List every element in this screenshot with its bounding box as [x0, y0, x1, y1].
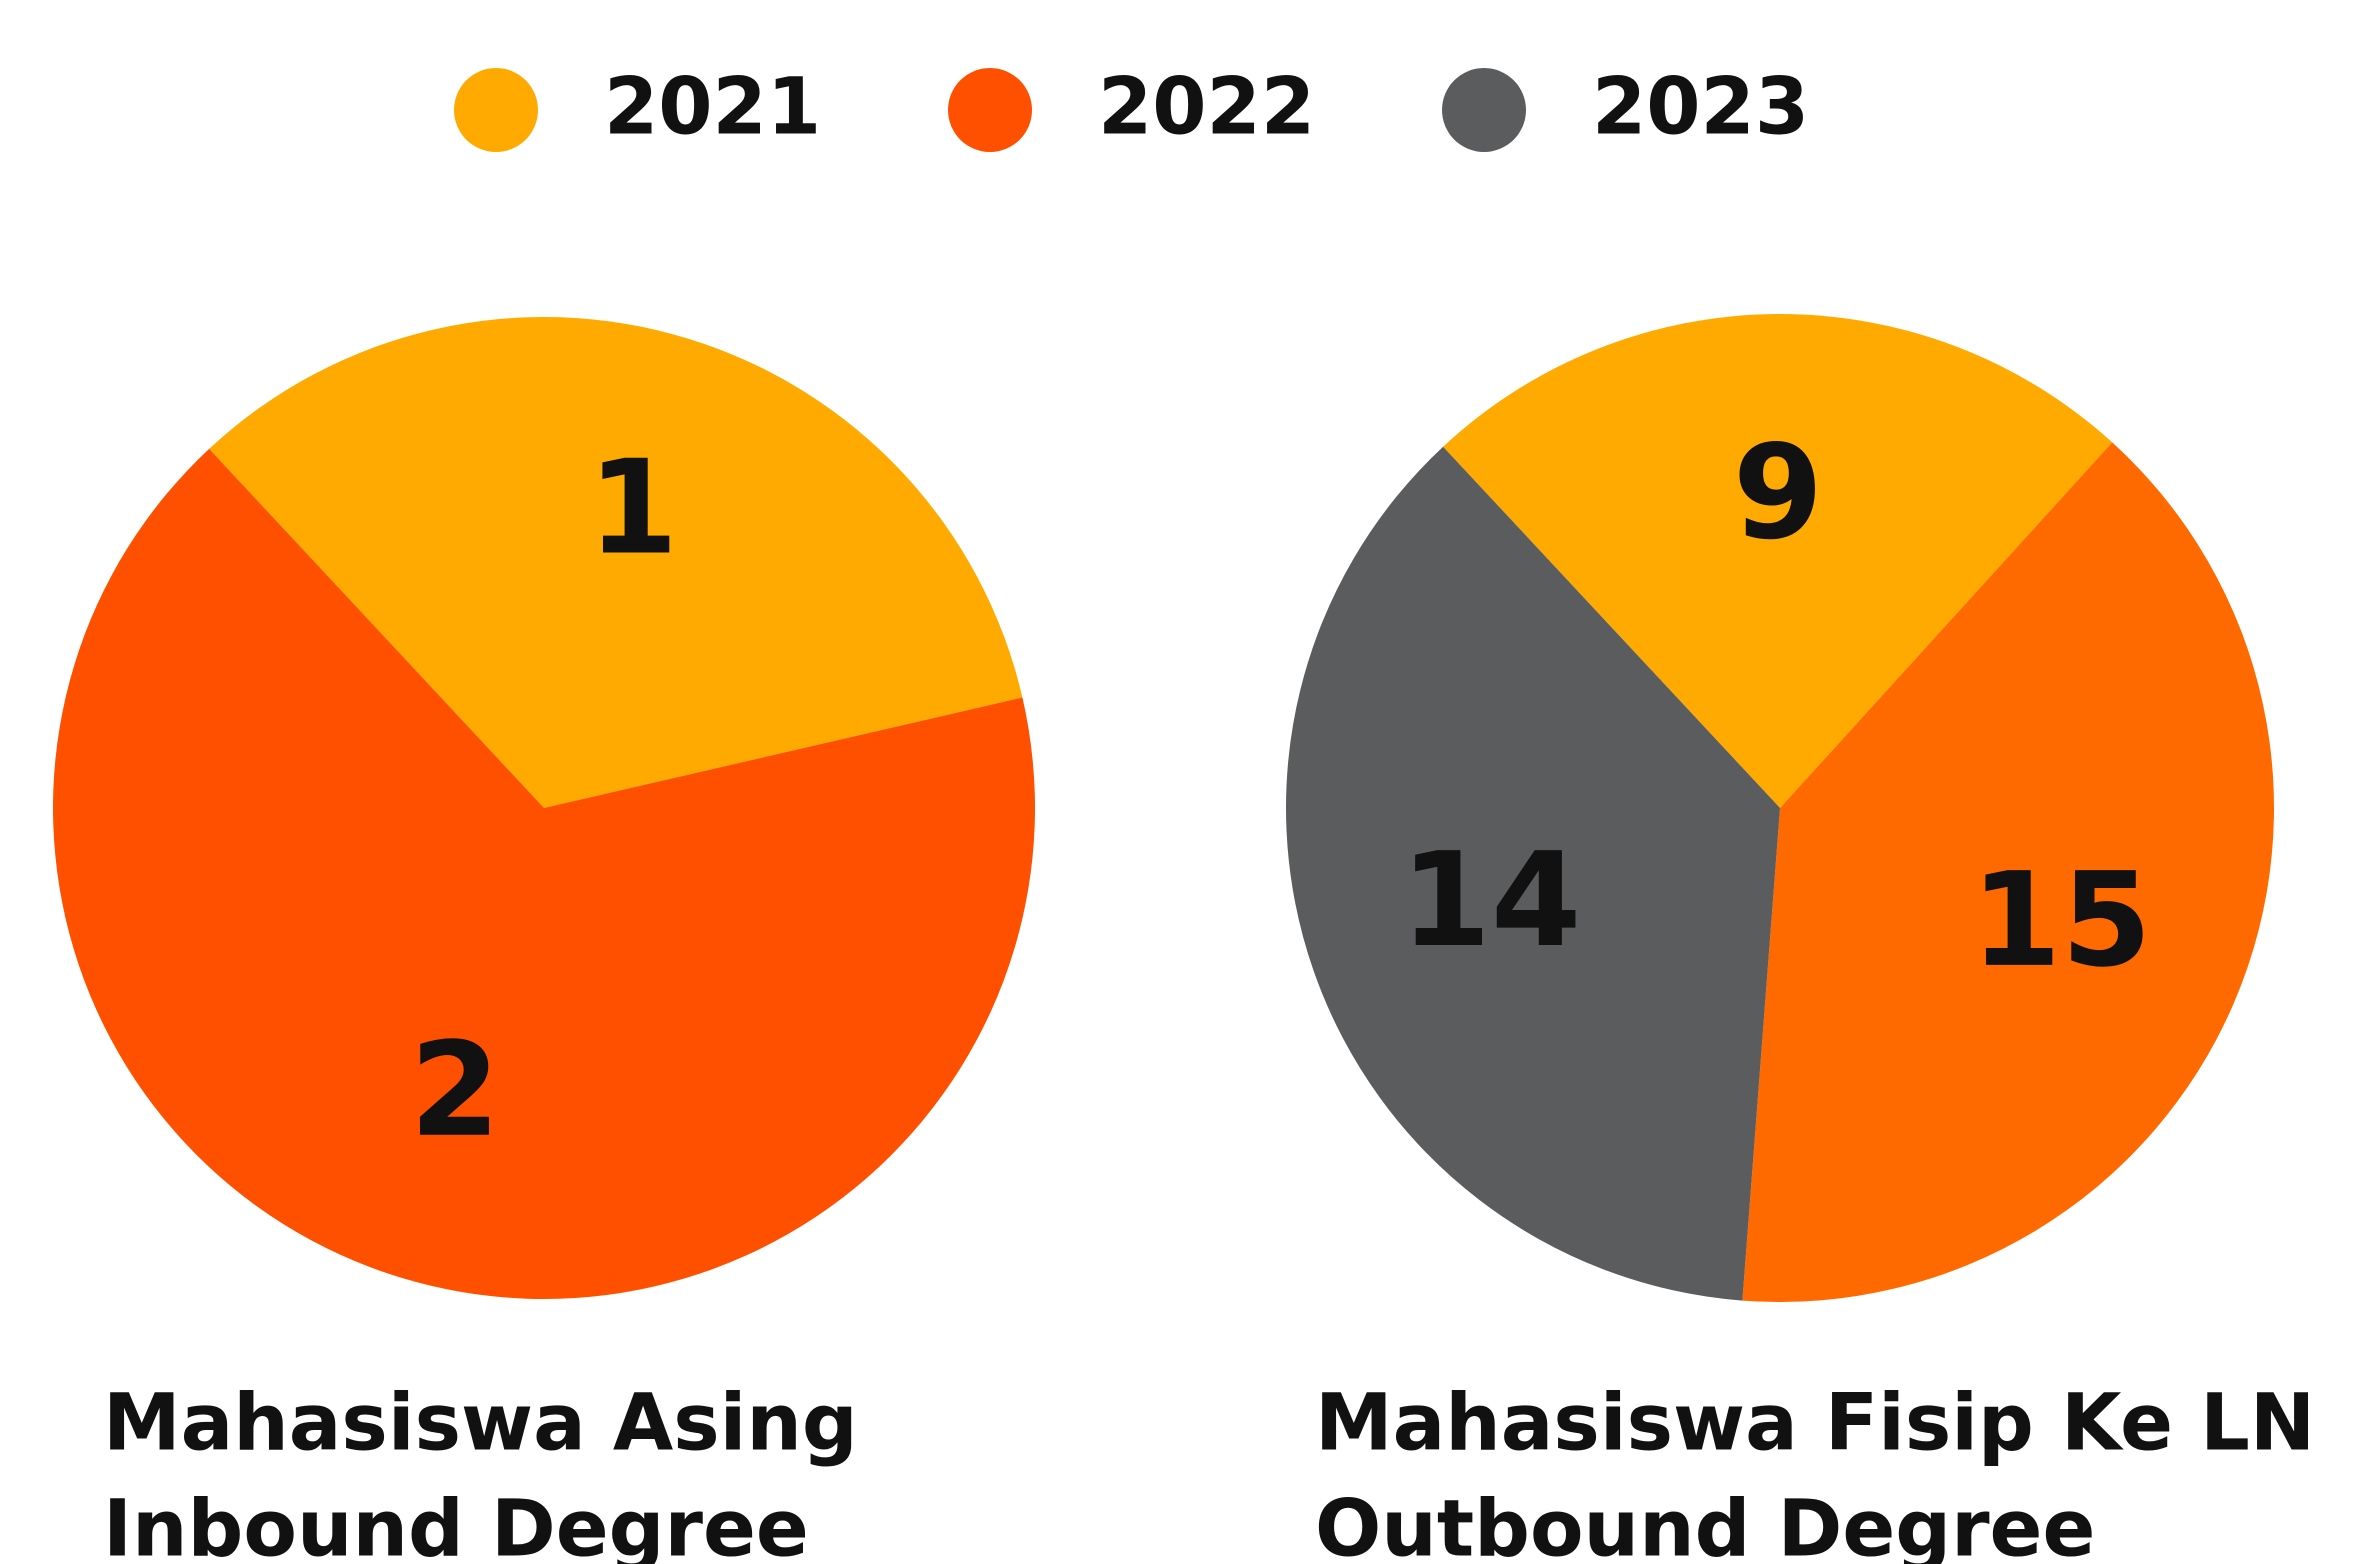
legend-swatch — [1442, 68, 1526, 152]
chart-title: Mahasiswa Asing — [103, 1378, 858, 1468]
legend-label: 2021 — [604, 62, 821, 152]
pie-slice — [1443, 313, 2113, 808]
pie-slice — [1286, 446, 1780, 1301]
legend-swatch — [948, 68, 1032, 152]
data-label: 2 — [410, 1014, 500, 1166]
chart-title: Inbound Degree — [103, 1484, 809, 1564]
pie-slice — [209, 317, 1023, 808]
data-label: 14 — [1400, 824, 1581, 976]
legend-swatch — [454, 68, 538, 152]
data-label: 9 — [1733, 416, 1823, 568]
pie-slice — [53, 448, 1035, 1299]
legend-label: 2022 — [1098, 62, 1315, 152]
data-label: 15 — [1971, 844, 2152, 996]
chart-title: Outbound Degree — [1315, 1484, 2095, 1564]
data-label: 1 — [588, 432, 678, 584]
pie-slice — [1742, 442, 2274, 1302]
chart-title: Mahasiswa Fisip Ke LN — [1315, 1378, 2315, 1468]
legend-label: 2023 — [1592, 62, 1809, 152]
